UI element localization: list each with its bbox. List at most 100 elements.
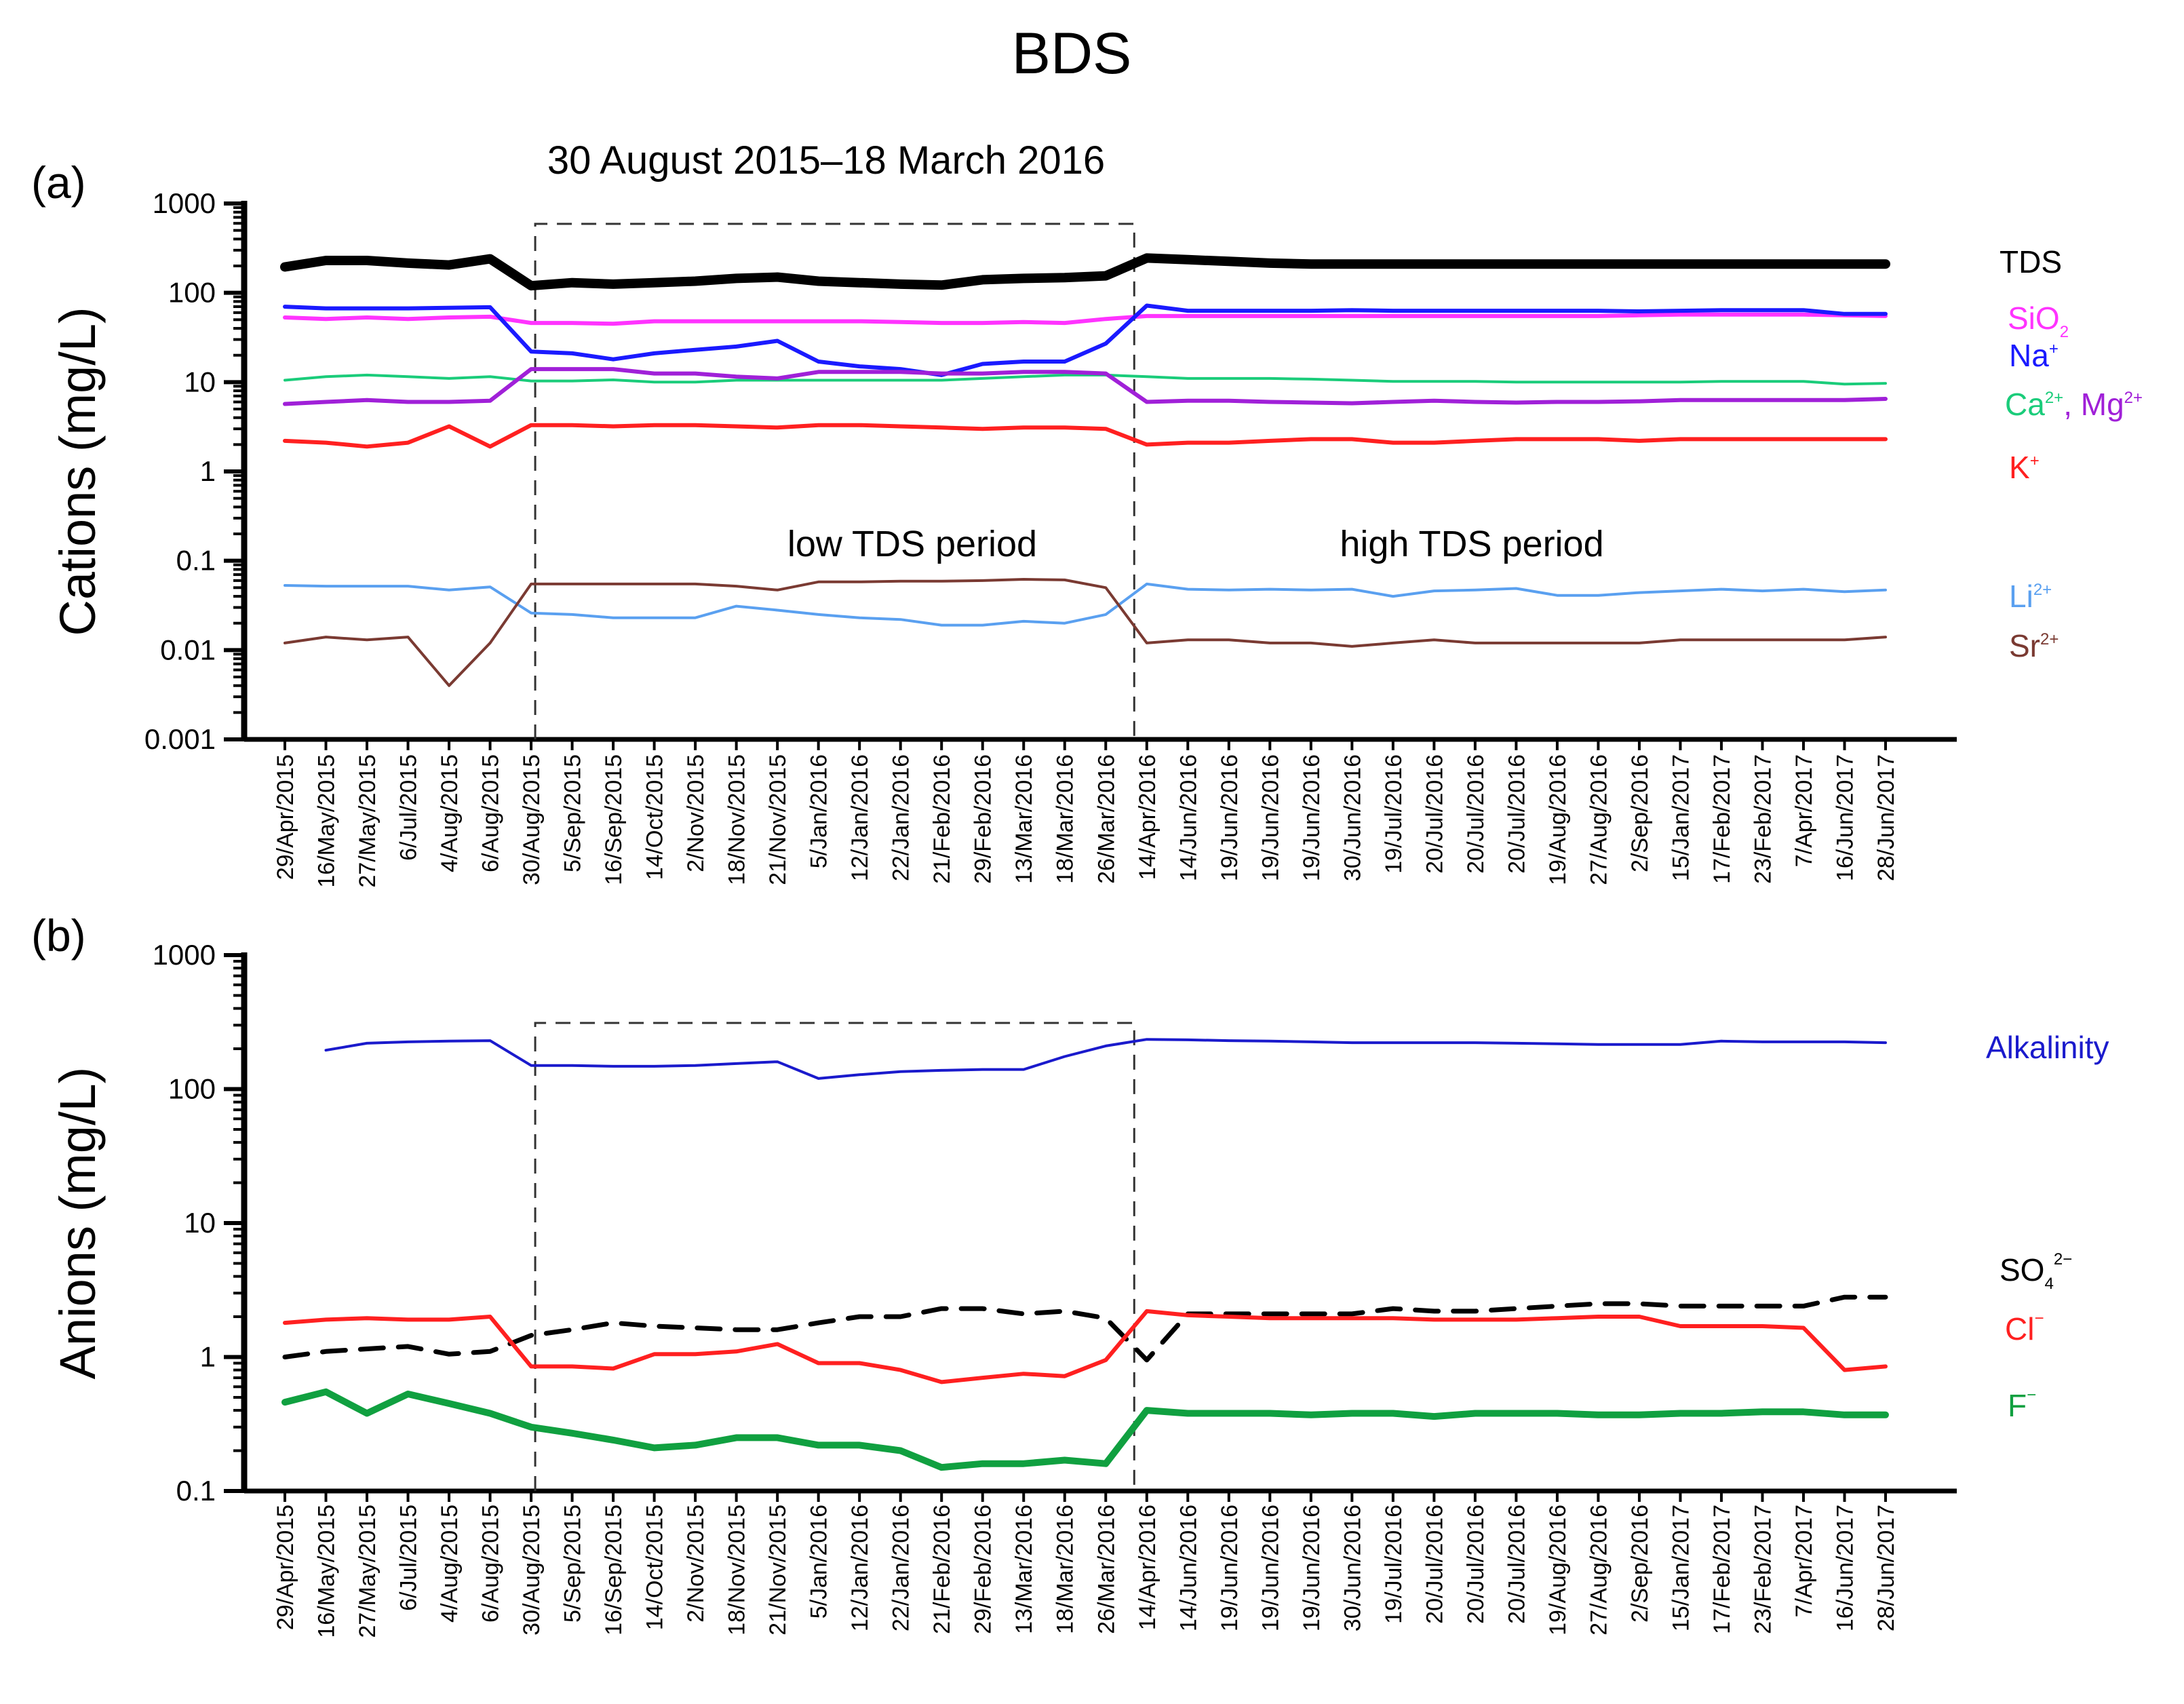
x-tick-label: 15/Jan/2017 bbox=[1668, 754, 1694, 881]
series-line-sr bbox=[284, 578, 1887, 687]
legend-sio2: SiO2 bbox=[2008, 301, 2069, 341]
x-tick-label: 29/Feb/2016 bbox=[971, 1505, 996, 1634]
x-tick-label: 18/Nov/2015 bbox=[724, 754, 750, 885]
x-tick-label: 12/Jan/2016 bbox=[847, 754, 873, 881]
y-tick-label: 0.001 bbox=[144, 723, 216, 755]
x-tick-label: 30/Aug/2015 bbox=[519, 754, 545, 885]
x-tick-label: 23/Feb/2017 bbox=[1750, 754, 1776, 884]
legend-f-main: F bbox=[2008, 1388, 2027, 1423]
x-tick-label: 23/Feb/2017 bbox=[1750, 1505, 1776, 1634]
y-tick-label: 0.01 bbox=[160, 634, 216, 665]
series-line-mg bbox=[283, 367, 1888, 406]
x-tick-label: 22/Jan/2016 bbox=[889, 1505, 914, 1631]
x-tick-label: 22/Jan/2016 bbox=[889, 754, 914, 881]
x-tick-label: 6/Jul/2015 bbox=[396, 1505, 422, 1611]
legend-ca-main: Ca bbox=[2005, 387, 2045, 422]
legend-sr-main: Sr bbox=[2009, 628, 2040, 663]
y-tick-label: 100 bbox=[168, 277, 216, 309]
x-tick-label: 7/Apr/2017 bbox=[1791, 1505, 1817, 1617]
x-tick-label: 27/May/2015 bbox=[355, 1505, 381, 1638]
x-tick-label: 28/Jun/2017 bbox=[1873, 1505, 1899, 1631]
legend-f: F− bbox=[2008, 1386, 2036, 1423]
interval-box bbox=[534, 1022, 1135, 1491]
y-tick-label: 1000 bbox=[153, 939, 216, 971]
legend-b: Alkalinity SO42− Cl− F− bbox=[1986, 1030, 2109, 1423]
x-tick-label: 15/Jan/2017 bbox=[1668, 1505, 1694, 1631]
x-tick-label: 28/Jun/2017 bbox=[1873, 754, 1899, 881]
interval-label: 30 August 2015–18 March 2016 bbox=[547, 138, 1105, 182]
x-tick-label: 21/Nov/2015 bbox=[765, 754, 791, 885]
legend-li-main: Li bbox=[2009, 579, 2033, 614]
x-tick-label: 18/Mar/2016 bbox=[1053, 1505, 1078, 1634]
panel-label-b: (b) bbox=[31, 910, 86, 961]
x-tick-label: 19/Jun/2016 bbox=[1257, 754, 1283, 881]
x-tick-label: 16/Sep/2015 bbox=[601, 754, 627, 885]
series-line-alk bbox=[324, 1038, 1887, 1080]
legend-so4: SO42− bbox=[2000, 1250, 2072, 1293]
x-tick-label: 14/Oct/2015 bbox=[642, 1505, 668, 1630]
legend-k-main: K bbox=[2009, 450, 2030, 485]
legend-na-sup: + bbox=[2049, 340, 2059, 358]
x-tick-label: 2/Nov/2015 bbox=[683, 1505, 709, 1623]
x-tick-label: 21/Nov/2015 bbox=[765, 1505, 791, 1635]
x-tick-label: 14/Apr/2016 bbox=[1135, 1505, 1161, 1630]
legend-ca-sup: 2+ bbox=[2045, 389, 2063, 407]
legend-tds: TDS bbox=[2000, 244, 2062, 279]
cations-panel: 1000 100 10 1 0.1 0.01 0.001 Cations (mg/L) 29/A… bbox=[50, 187, 1957, 888]
x-tick-label: 16/May/2015 bbox=[314, 754, 340, 888]
y-tick-label: 1 bbox=[200, 455, 216, 487]
x-tick-label: 5/Jan/2016 bbox=[806, 1505, 832, 1619]
figure-title: BDS bbox=[1012, 21, 1132, 86]
y-tick-label: 0.1 bbox=[176, 1475, 216, 1507]
x-tick-label: 21/Feb/2016 bbox=[929, 1505, 955, 1634]
legend-cl-sup: − bbox=[2034, 1309, 2044, 1328]
x-tick-label: 26/Mar/2016 bbox=[1093, 754, 1119, 884]
legend-sr: Sr2+ bbox=[2009, 628, 2059, 663]
legend-cl: Cl− bbox=[2005, 1309, 2044, 1347]
x-tick-label: 4/Aug/2015 bbox=[437, 1505, 463, 1623]
legend-k-sup: + bbox=[2030, 452, 2040, 470]
x-tick-label: 18/Nov/2015 bbox=[724, 1505, 750, 1635]
x-tick-label: 19/Aug/2016 bbox=[1545, 754, 1571, 885]
x-tick-label: 20/Jul/2016 bbox=[1504, 754, 1529, 874]
x-tick-label: 20/Jul/2016 bbox=[1422, 754, 1447, 874]
panel-label-a: (a) bbox=[31, 157, 86, 208]
x-tick-label: 19/Jul/2016 bbox=[1381, 754, 1407, 874]
x-tick-label: 17/Feb/2017 bbox=[1709, 754, 1735, 884]
legend-na: Na+ bbox=[2009, 338, 2059, 373]
x-tick-label: 6/Jul/2015 bbox=[396, 754, 422, 861]
legend-k: K+ bbox=[2009, 450, 2040, 485]
high-tds-label: high TDS period bbox=[1340, 524, 1603, 564]
x-tick-label: 20/Jul/2016 bbox=[1422, 1505, 1447, 1624]
x-tick-label: 17/Feb/2017 bbox=[1709, 1505, 1735, 1634]
x-tick-label: 27/Aug/2016 bbox=[1586, 754, 1612, 885]
x-tick-label: 13/Mar/2016 bbox=[1011, 754, 1037, 884]
y-axis-title: Cations (mg/L) bbox=[50, 307, 106, 636]
series-line-tds bbox=[280, 253, 1890, 291]
x-tick-label: 16/May/2015 bbox=[314, 1505, 340, 1638]
x-tick-label: 14/Oct/2015 bbox=[642, 754, 668, 880]
x-tick-label: 19/Jun/2016 bbox=[1217, 1505, 1243, 1631]
x-tick-label: 14/Jun/2016 bbox=[1175, 754, 1201, 881]
low-tds-label: low TDS period bbox=[787, 524, 1037, 564]
x-tick-label: 7/Apr/2017 bbox=[1791, 754, 1817, 867]
interval-box bbox=[534, 222, 1135, 739]
x-tick-label: 29/Feb/2016 bbox=[971, 754, 996, 884]
legend-ca-mg: Ca2+, Mg2+ bbox=[2005, 387, 2143, 422]
x-tick-label: 20/Jul/2016 bbox=[1504, 1505, 1529, 1624]
series-line-li bbox=[284, 582, 1887, 627]
x-tick-label: 18/Mar/2016 bbox=[1053, 754, 1078, 884]
series-line-sio2 bbox=[283, 312, 1888, 326]
legend-cl-main: Cl bbox=[2005, 1311, 2034, 1347]
legend-na-main: Na bbox=[2009, 338, 2049, 373]
x-tick-label: 21/Feb/2016 bbox=[929, 754, 955, 884]
x-tick-label: 30/Jun/2016 bbox=[1340, 1505, 1365, 1631]
y-tick-label: 10 bbox=[184, 1207, 216, 1239]
legend-so4-main: SO bbox=[2000, 1252, 2044, 1287]
series-line-cl bbox=[283, 1309, 1888, 1384]
anions-panel: 1000 100 10 1 0.1 Anions (mg/L) 29/Apr/2015 16/… bbox=[50, 939, 1957, 1638]
legend-alkalinity: Alkalinity bbox=[1986, 1030, 2109, 1065]
legend-mg-sup: 2+ bbox=[2124, 389, 2143, 407]
x-tick-label: 14/Jun/2016 bbox=[1175, 1505, 1201, 1631]
